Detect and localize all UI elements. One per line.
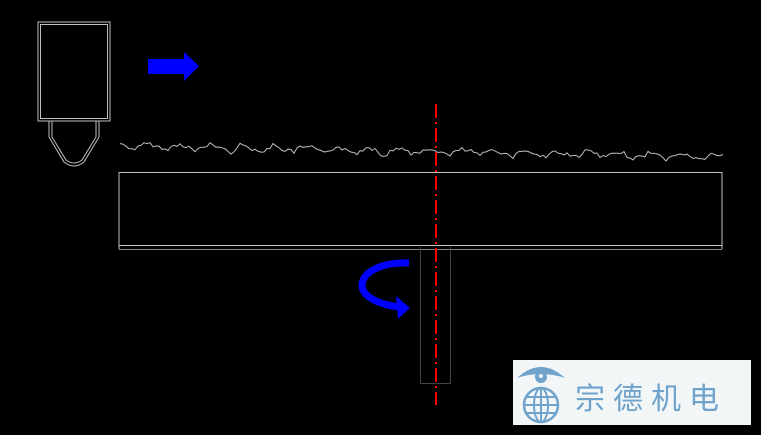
feed-direction-arrow-icon [148, 52, 199, 81]
rotation-arrow-icon [358, 259, 410, 319]
workpiece-plate [118, 172, 723, 250]
logo-text: 宗德机电 [575, 382, 727, 417]
eye-globe-icon [517, 367, 565, 424]
spindle-shaft [420, 247, 451, 384]
tool-nozzle-outer [48, 121, 100, 167]
watermark-logo: 宗德机电 [513, 360, 751, 425]
rough-surface-line [119, 142, 724, 162]
tool-body-outer [37, 21, 111, 122]
tool-body-inner [40, 24, 108, 119]
tool-nozzle-inner [51, 121, 97, 164]
tool-head [37, 21, 111, 167]
